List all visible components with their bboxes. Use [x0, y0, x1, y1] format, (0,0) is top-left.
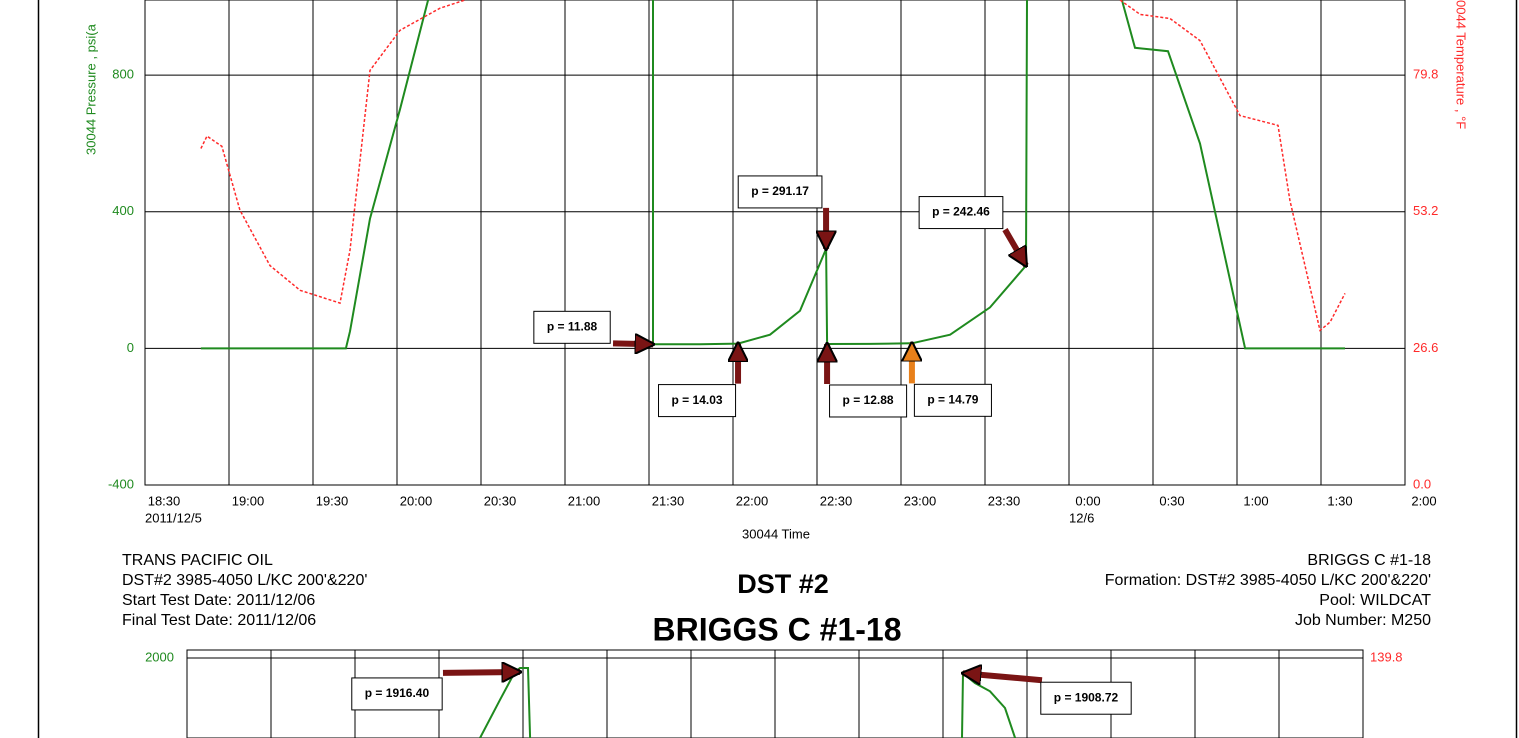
annotation-text: p = 14.79: [927, 393, 978, 407]
y-tick-label: -400: [108, 476, 134, 491]
x-tick-label: 20:30: [484, 493, 517, 508]
annotation-arrow: [963, 673, 1043, 680]
x-tick-label: 23:00: [904, 493, 937, 508]
annotation-text: p = 1916.40: [365, 686, 430, 700]
x-tick-label: 2:00: [1411, 493, 1436, 508]
x-tick-label: 21:30: [652, 493, 685, 508]
x-tick-label: 0:30: [1159, 493, 1184, 508]
series-line: [200, 0, 1345, 350]
x-tick-label: 1:00: [1243, 493, 1268, 508]
annotation-text: p = 11.88: [547, 319, 598, 333]
annotation-box: [829, 384, 908, 418]
report-title: BRIGGS C #1-18: [653, 611, 902, 647]
x-tick-label: 18:30: [148, 493, 181, 508]
x-tick-label: 19:00: [232, 493, 265, 508]
x-tick-label: 19:30: [316, 493, 349, 508]
annotation-box: [737, 175, 823, 209]
x-tick-label: 22:30: [820, 493, 853, 508]
x-tick-label: 23:30: [988, 493, 1021, 508]
annotation-box: [1040, 681, 1132, 715]
header-text: TRANS PACIFIC OIL: [122, 552, 273, 569]
plot-border: [144, 0, 1406, 486]
x-tick-label: 22:00: [736, 493, 769, 508]
report-subtitle: DST #2: [737, 569, 829, 599]
x-tick-label: 21:00: [568, 493, 601, 508]
annotation-box: [918, 196, 1004, 230]
x-date-label: 2011/12/5: [145, 510, 202, 525]
annotation-text: p = 12.88: [843, 393, 894, 407]
y-axis-title: 30044 Pressure , psi(a: [83, 23, 98, 155]
y2-tick-label: 0.0: [1413, 476, 1431, 491]
y2-tick-label: 79.8: [1413, 66, 1438, 81]
y2-tick-label: 139.8: [1370, 649, 1403, 664]
header-text: Pool: WILDCAT: [1319, 592, 1431, 609]
header-text: Formation: DST#2 3985-4050 L/KC 200'&220…: [1105, 572, 1431, 589]
annotation-text: p = 1908.72: [1054, 690, 1119, 704]
y2-tick-label: 26.6: [1413, 340, 1438, 355]
x-tick-label: 0:00: [1075, 493, 1100, 508]
annotation-box: [351, 677, 443, 711]
x-tick-label: 1:30: [1327, 493, 1352, 508]
x-axis-title: 30044 Time: [742, 526, 810, 541]
annotation-arrow: [442, 672, 520, 673]
annotation-text: p = 242.46: [932, 205, 990, 219]
annotation-arrow: [612, 343, 653, 344]
header-text: Job Number: M250: [1295, 612, 1431, 629]
y-tick-label: 2000: [145, 649, 174, 664]
header-text: Start Test Date: 2011/12/06: [122, 592, 315, 609]
header-text: DST#2 3985-4050 L/KC 200'&220': [122, 572, 367, 589]
plot-border: [186, 649, 1364, 738]
annotation-box: [533, 310, 611, 344]
x-date-label: 12/6: [1069, 510, 1094, 525]
annotation-text: p = 14.03: [672, 393, 723, 407]
annotation-box: [658, 384, 737, 418]
y-tick-label: 0: [127, 340, 134, 355]
y-tick-label: 800: [112, 67, 134, 82]
header-text: Final Test Date: 2011/12/06: [122, 612, 316, 629]
y2-axis-title: 0044 Temperature , °F: [1454, 0, 1469, 129]
y-tick-label: 400: [112, 203, 134, 218]
series-line: [200, 0, 1346, 332]
y2-tick-label: 53.2: [1413, 203, 1438, 218]
x-tick-label: 20:00: [400, 493, 433, 508]
header-text: BRIGGS C #1-18: [1307, 552, 1431, 569]
annotation-box: [913, 383, 992, 417]
series-line: [479, 667, 1017, 738]
annotation-text: p = 291.17: [751, 184, 809, 198]
annotation-arrow: [1002, 228, 1029, 266]
